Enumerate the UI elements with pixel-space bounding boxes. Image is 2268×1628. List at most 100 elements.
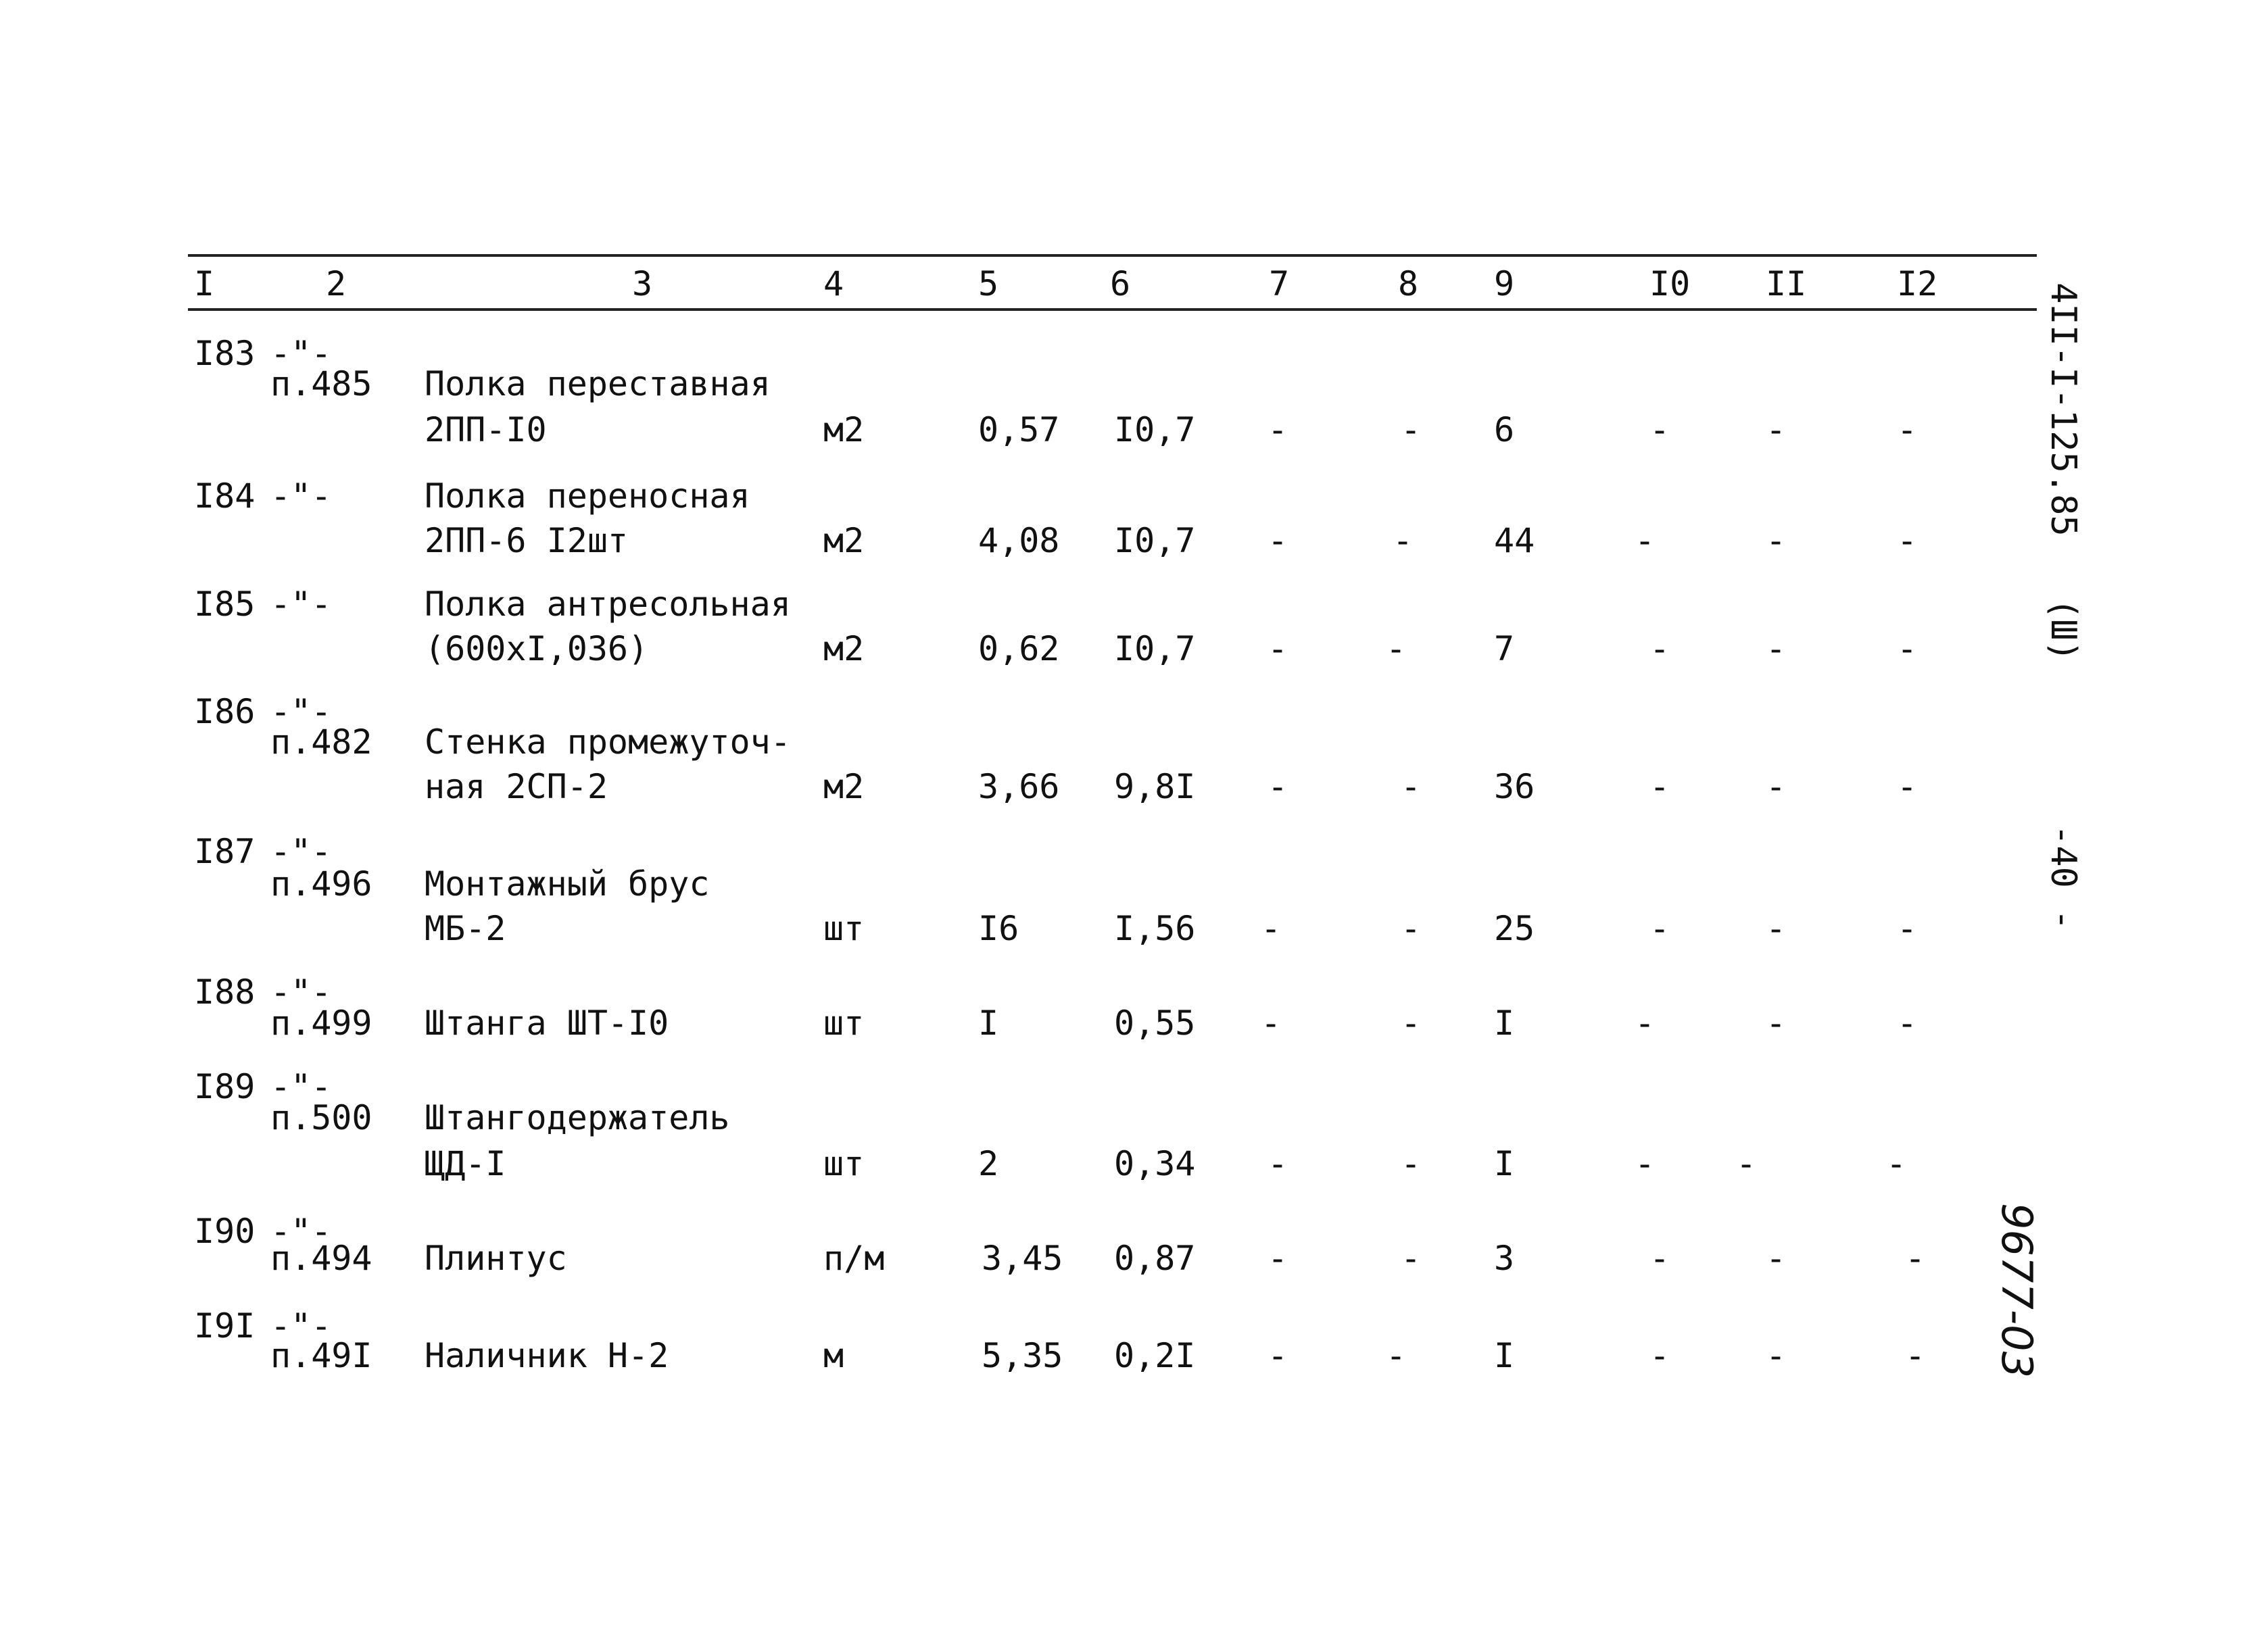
row-col6: 0,87	[1114, 1239, 1196, 1278]
row-col5: I	[978, 1004, 999, 1043]
row-col11: -	[1766, 629, 1787, 668]
row-col7: -	[1261, 1004, 1282, 1043]
row-col5: 5,35	[982, 1336, 1063, 1375]
row-col11: -	[1736, 1144, 1757, 1183]
row-name-line2: Наличник Н-2	[425, 1336, 669, 1375]
row-number: I84	[194, 476, 256, 516]
row-ref-ditto: -"-	[270, 334, 332, 373]
row-ref-ditto: -"-	[270, 692, 332, 731]
row-col5: 4,08	[978, 521, 1060, 560]
col-header-9: 9	[1494, 264, 1515, 303]
row-ref-clause: п.49I	[270, 1336, 372, 1375]
row-col5: 3,45	[982, 1239, 1063, 1278]
margin-doc-code: 4II-I-125.85	[2043, 282, 2083, 537]
row-col12: -	[1897, 909, 1918, 948]
row-col12: -	[1897, 410, 1918, 449]
margin-page-number: -40 -	[2043, 824, 2083, 931]
row-unit: п/м	[823, 1239, 885, 1278]
row-ref-ditto: -"-	[270, 1067, 332, 1106]
row-ref-ditto: -"-	[270, 832, 332, 871]
row-col11: -	[1766, 521, 1787, 560]
row-ref-clause: п.494	[270, 1239, 372, 1278]
row-unit: шт	[823, 909, 865, 948]
row-name-line1: Штангодержатель	[425, 1098, 730, 1137]
row-col10: -	[1649, 767, 1670, 806]
row-col11: -	[1766, 1239, 1787, 1278]
row-col12: -	[1905, 1239, 1926, 1278]
row-number: I87	[194, 832, 256, 871]
row-col5: 2	[978, 1144, 999, 1183]
row-col9: 3	[1494, 1239, 1515, 1278]
row-ref-ditto: -"-	[270, 972, 332, 1012]
row-number: I90	[194, 1212, 256, 1251]
row-ref-ditto: -"-	[270, 585, 332, 624]
row-ref-clause: п.482	[270, 722, 372, 762]
row-col12: -	[1897, 767, 1918, 806]
row-col12: -	[1897, 521, 1918, 560]
row-col6: 0,34	[1114, 1144, 1196, 1183]
row-number: I89	[194, 1067, 256, 1106]
row-col8: -	[1401, 1004, 1422, 1043]
col-header-3: 3	[632, 264, 653, 303]
row-name-line2: Штанга ШТ-I0	[425, 1004, 669, 1043]
row-col8: -	[1401, 410, 1422, 449]
row-col9: 6	[1494, 410, 1515, 449]
row-name-line1: Полка переносная	[425, 476, 750, 516]
col-header-7: 7	[1269, 264, 1290, 303]
row-col10: -	[1649, 1336, 1670, 1375]
row-col9: I	[1494, 1336, 1515, 1375]
row-col9: I	[1494, 1144, 1515, 1183]
row-col6: 0,2I	[1114, 1336, 1196, 1375]
row-col9: I	[1494, 1004, 1515, 1043]
row-col9: 44	[1494, 521, 1535, 560]
col-header-11: II	[1766, 264, 1807, 303]
row-col8: -	[1401, 909, 1422, 948]
row-name-line1: Монтажный брус	[425, 864, 710, 904]
row-col5: 0,57	[978, 410, 1060, 449]
col-header-10: I0	[1649, 264, 1691, 303]
col-header-12: I2	[1897, 264, 1938, 303]
row-col11: -	[1766, 1004, 1787, 1043]
row-ref-clause: п.500	[270, 1098, 372, 1137]
row-col6: I,56	[1114, 909, 1196, 948]
row-col6: I0,7	[1114, 410, 1196, 449]
row-col6: I0,7	[1114, 629, 1196, 668]
table-header-rule	[188, 308, 2037, 311]
row-name-line2: (600хI,036)	[425, 629, 649, 668]
row-col7: -	[1268, 1144, 1288, 1183]
row-ref-clause: п.499	[270, 1004, 372, 1043]
row-col8: -	[1401, 1239, 1422, 1278]
row-name-line2: ЩД-I	[425, 1144, 506, 1183]
row-col7: -	[1261, 909, 1282, 948]
col-header-5: 5	[978, 264, 999, 303]
row-col10: -	[1635, 521, 1656, 560]
row-col9: 7	[1494, 629, 1515, 668]
row-col8: -	[1401, 767, 1422, 806]
row-col12: -	[1897, 1004, 1918, 1043]
row-col10: -	[1649, 1239, 1670, 1278]
row-name-line1: Стенка промежуточ-	[425, 722, 791, 762]
row-col11: -	[1766, 1336, 1787, 1375]
row-col10: -	[1649, 410, 1670, 449]
row-number: I9I	[194, 1306, 256, 1346]
row-col9: 36	[1494, 767, 1535, 806]
row-col7: -	[1268, 1336, 1288, 1375]
row-col8: -	[1386, 629, 1407, 668]
row-col10: -	[1649, 629, 1670, 668]
row-unit: м	[823, 1336, 844, 1375]
row-number: I83	[194, 334, 256, 373]
row-col5: 3,66	[978, 767, 1060, 806]
row-col12: -	[1905, 1336, 1926, 1375]
margin-volume: (Ш)	[2043, 598, 2083, 662]
table-top-rule	[188, 254, 2037, 257]
row-col7: -	[1268, 629, 1288, 668]
row-name-line2: Плинтус	[425, 1239, 567, 1278]
row-ref-ditto: -"-	[270, 1212, 332, 1251]
row-name-line2: ная 2СП-2	[425, 767, 608, 806]
row-col11: -	[1766, 767, 1787, 806]
col-header-4: 4	[823, 264, 844, 303]
row-col10: -	[1635, 1004, 1656, 1043]
row-col8: -	[1393, 521, 1414, 560]
row-col12: -	[1886, 1144, 1907, 1183]
